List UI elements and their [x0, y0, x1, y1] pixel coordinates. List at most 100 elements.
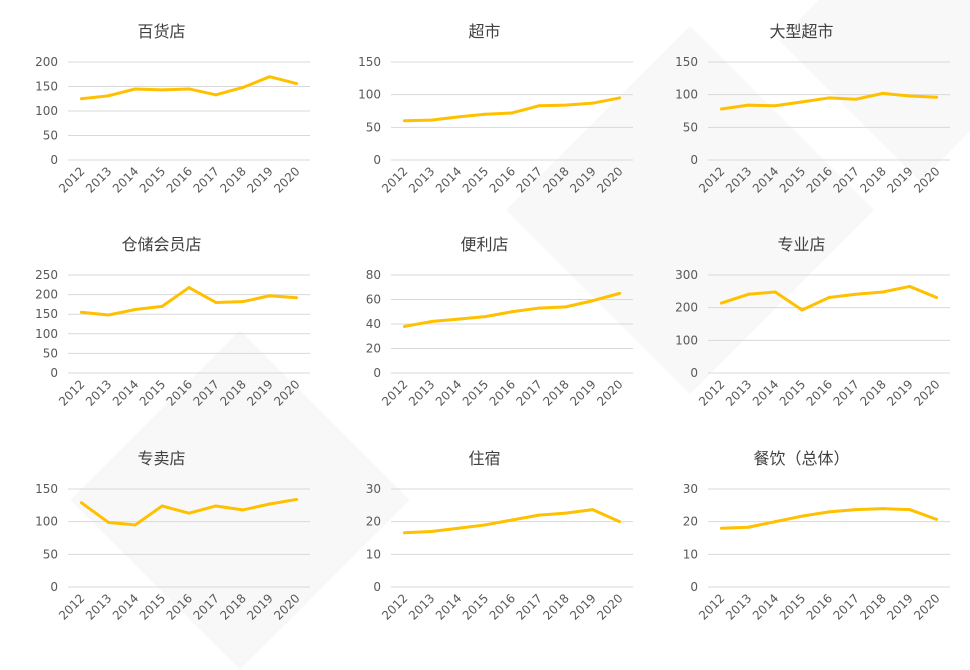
y-tick-label: 300	[675, 268, 698, 282]
x-tick-label: 2018	[217, 591, 248, 622]
x-tick-label: 2016	[164, 377, 195, 408]
data-point	[773, 104, 777, 108]
data-point	[881, 290, 885, 294]
data-point	[510, 518, 514, 522]
x-tick-label: 2016	[164, 164, 195, 195]
data-point	[908, 284, 912, 288]
x-tick-label: 2018	[857, 591, 888, 622]
x-tick-label: 2017	[191, 164, 222, 195]
x-tick-label: 2020	[271, 591, 302, 622]
series-line	[721, 91, 937, 111]
x-tick-label: 2015	[777, 377, 808, 408]
y-tick-label: 10	[366, 547, 381, 561]
x-tick-label: 2015	[460, 164, 491, 195]
y-tick-label: 200	[675, 301, 698, 315]
x-tick-label: 2018	[540, 591, 571, 622]
x-tick-label: 2020	[911, 164, 942, 195]
y-tick-label: 50	[43, 346, 58, 360]
x-tick-label: 2016	[804, 591, 835, 622]
data-point	[133, 523, 137, 527]
data-point	[881, 507, 885, 511]
data-point	[591, 299, 595, 303]
y-tick-label: 200	[35, 55, 58, 69]
x-tick-label: 2018	[540, 377, 571, 408]
x-tick-label: 2012	[696, 591, 727, 622]
data-point	[719, 301, 723, 305]
data-point	[295, 497, 299, 501]
x-tick-label: 2020	[594, 591, 625, 622]
x-tick-label: 2019	[884, 377, 915, 408]
data-point	[591, 101, 595, 105]
x-tick-label: 2014	[433, 377, 464, 408]
x-tick-label: 2018	[857, 164, 888, 195]
x-tick-label: 2014	[433, 591, 464, 622]
x-tick-label: 2012	[696, 164, 727, 195]
x-tick-label: 2015	[137, 164, 168, 195]
chart-5: 专业店 0 100 200 300 2012 2013 2014 2015 2016 2017 201…	[640, 213, 963, 426]
x-tick-label: 2014	[110, 591, 141, 622]
data-point	[295, 82, 299, 86]
x-tick-label: 2018	[217, 164, 248, 195]
y-tick-label: 50	[683, 120, 698, 134]
data-point	[800, 514, 804, 518]
x-tick-label: 2013	[723, 377, 754, 408]
y-tick-label: 0	[373, 366, 381, 380]
data-point	[106, 313, 110, 317]
data-point	[564, 103, 568, 107]
data-point	[241, 85, 245, 89]
y-tick-label: 100	[35, 104, 58, 118]
data-point	[537, 104, 541, 108]
x-tick-label: 2020	[594, 377, 625, 408]
x-tick-label: 2013	[83, 591, 114, 622]
y-tick-label: 100	[35, 327, 58, 341]
y-tick-label: 250	[35, 268, 58, 282]
x-tick-label: 2018	[857, 377, 888, 408]
data-point	[827, 296, 831, 300]
x-tick-label: 2014	[110, 377, 141, 408]
x-tick-label: 2014	[750, 164, 781, 195]
y-tick-label: 100	[675, 88, 698, 102]
x-tick-label: 2012	[379, 591, 410, 622]
data-point	[618, 291, 622, 295]
charts-grid: 百货店 0 50 100 150 200 2012 2013 2014 2015 2016 2017 2…	[35, 22, 963, 623]
x-tick-label: 2015	[777, 591, 808, 622]
y-tick-label: 0	[690, 366, 698, 380]
x-tick-label: 2020	[911, 377, 942, 408]
x-tick-label: 2016	[487, 377, 518, 408]
data-point	[214, 504, 218, 508]
data-point	[241, 508, 245, 512]
x-tick-label: 2020	[271, 164, 302, 195]
chart-title: 大型超市	[769, 22, 834, 41]
x-tick-label: 2013	[406, 591, 437, 622]
series-line	[81, 286, 297, 317]
data-point	[268, 75, 272, 79]
series-line	[404, 291, 620, 328]
y-tick-label: 100	[675, 333, 698, 347]
data-point	[935, 517, 939, 521]
data-point	[935, 95, 939, 99]
y-tick-label: 60	[366, 293, 381, 307]
data-point	[456, 317, 460, 321]
x-tick-label: 2017	[514, 164, 545, 195]
chart-6: 专卖店 0 50 100 150 2012 2013 2014 2015 2016 2017 2018…	[0, 427, 323, 640]
data-point	[429, 529, 433, 533]
y-tick-label: 10	[683, 547, 698, 561]
data-point	[564, 511, 568, 515]
x-tick-label: 2017	[191, 591, 222, 622]
x-tick-label: 2013	[723, 164, 754, 195]
chart-7: 住宿 0 10 20 30 2012 2013 2014 2015 2016 2017 2018 201…	[323, 427, 646, 640]
x-tick-label: 2017	[831, 164, 862, 195]
data-point	[241, 300, 245, 304]
y-tick-label: 20	[366, 342, 381, 356]
y-tick-label: 50	[43, 547, 58, 561]
data-point	[854, 97, 858, 101]
y-tick-label: 80	[366, 268, 381, 282]
data-point	[510, 111, 514, 115]
data-point	[483, 315, 487, 319]
data-point	[746, 103, 750, 107]
x-tick-label: 2013	[83, 377, 114, 408]
chart-8: 餐饮（总体） 0 10 20 30 2012 2013 2014 2015 2016 2017 201…	[640, 427, 963, 640]
x-tick-label: 2015	[777, 164, 808, 195]
data-point	[827, 510, 831, 514]
data-point	[618, 520, 622, 524]
